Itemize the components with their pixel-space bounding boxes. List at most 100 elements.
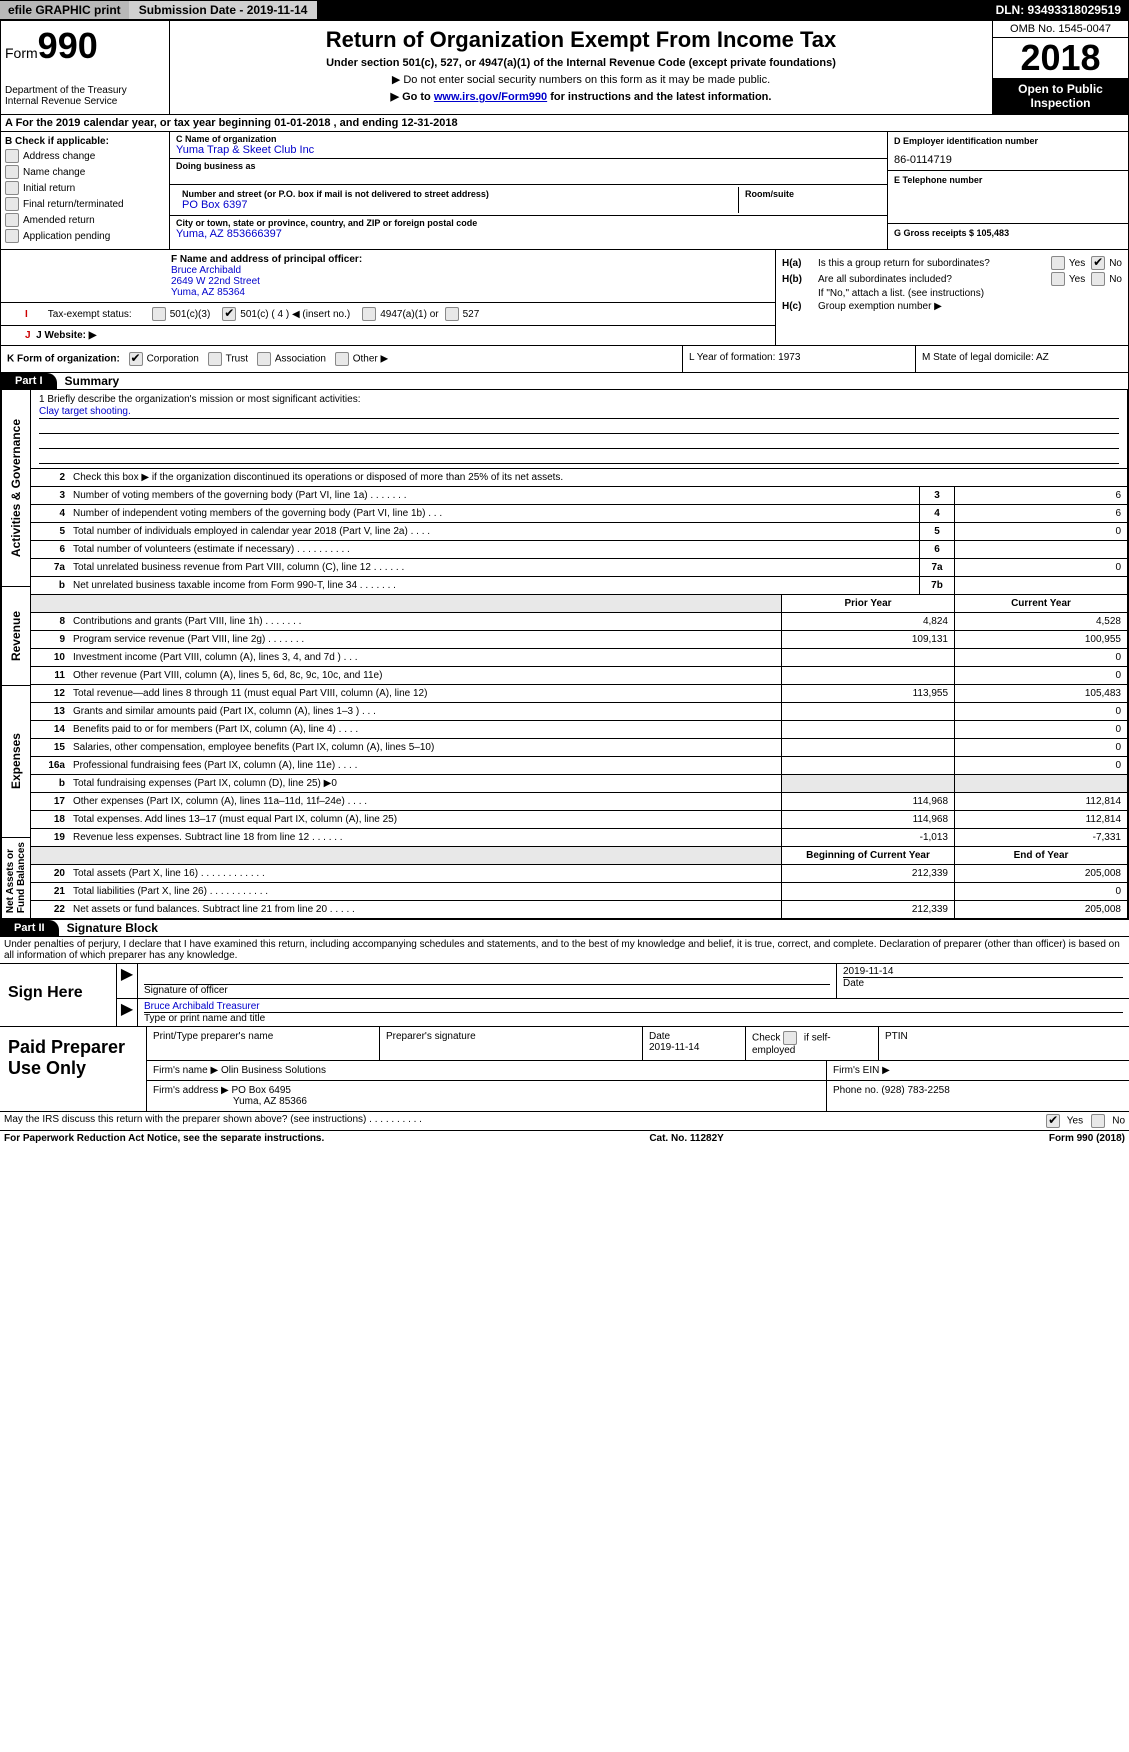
main-body: 1 Briefly describe the organization's mi… (31, 390, 1127, 918)
col-m: M State of legal domicile: AZ (916, 346, 1128, 372)
omb-number: OMB No. 1545-0047 (993, 21, 1128, 38)
sign-date: 2019-11-14 (843, 966, 1123, 978)
b-title: B Check if applicable: (5, 136, 165, 147)
efile-label: efile GRAPHIC print (0, 1, 129, 19)
header-sub2: ▶ Do not enter social security numbers o… (176, 73, 986, 86)
check-corp[interactable] (129, 352, 143, 366)
tab-governance: Activities & Governance (9, 419, 23, 557)
part1-title: Summary (65, 374, 120, 388)
b-address: Address change (23, 151, 95, 162)
check-527[interactable] (445, 307, 459, 321)
mission: Clay target shooting. (39, 405, 1119, 419)
check-initial[interactable] (5, 181, 19, 195)
check-self-emp[interactable] (783, 1031, 797, 1045)
footer-mid: Cat. No. 11282Y (649, 1133, 723, 1144)
tab-revenue: Revenue (9, 611, 23, 661)
header-sub1: Under section 501(c), 527, or 4947(a)(1)… (176, 57, 986, 69)
form-number: 990 (38, 25, 98, 66)
col-b: B Check if applicable: Address change Na… (1, 132, 170, 249)
row-a: A For the 2019 calendar year, or tax yea… (0, 115, 1129, 132)
discuss-row: May the IRS discuss this return with the… (0, 1112, 1129, 1131)
check-501c[interactable] (222, 307, 236, 321)
opt-501c3: 501(c)(3) (170, 309, 211, 320)
city: Yuma, AZ 853666397 (176, 228, 881, 240)
prep-h5: PTIN (879, 1027, 1129, 1060)
hb-yes[interactable] (1051, 272, 1065, 286)
check-trust[interactable] (208, 352, 222, 366)
header-center: Return of Organization Exempt From Incom… (170, 21, 992, 114)
hb-note: If "No," attach a list. (see instruction… (818, 288, 1122, 299)
sign-here: Sign Here (0, 964, 116, 1026)
eoy-header: End of Year (954, 847, 1127, 864)
officer-name: Bruce Archibald (171, 265, 241, 276)
check-501c3[interactable] (152, 307, 166, 321)
ein-label: D Employer identification number (894, 136, 1122, 146)
top-bar: efile GRAPHIC print Submission Date - 20… (0, 0, 1129, 20)
check-name[interactable] (5, 165, 19, 179)
col-f: F Name and address of principal officer:… (1, 250, 776, 345)
ein: 86-0114719 (894, 154, 1122, 166)
col-h: H(a) Is this a group return for subordin… (776, 250, 1128, 345)
j-label: J Website: ▶ (36, 330, 96, 341)
form-title: Return of Organization Exempt From Incom… (176, 27, 986, 53)
name-label: Type or print name and title (144, 1013, 1123, 1024)
k-corp: Corporation (147, 354, 199, 365)
ha-yes[interactable] (1051, 256, 1065, 270)
b-name: Name change (23, 167, 85, 178)
section-fh: F Name and address of principal officer:… (0, 250, 1129, 346)
footer-left: For Paperwork Reduction Act Notice, see … (4, 1133, 324, 1144)
i-label: Tax-exempt status: (48, 309, 132, 320)
prep-firm: Firm's name ▶ Olin Business Solutions (147, 1061, 827, 1080)
prep-h2: Preparer's signature (380, 1027, 643, 1060)
check-4947[interactable] (362, 307, 376, 321)
check-address[interactable] (5, 149, 19, 163)
footer: For Paperwork Reduction Act Notice, see … (0, 1131, 1129, 1146)
gross-label: G Gross receipts $ 105,483 (894, 228, 1122, 238)
form-word: Form (5, 45, 38, 61)
k-assoc: Association (275, 354, 326, 365)
side-tabs: Activities & Governance Revenue Expenses… (2, 390, 31, 918)
sub3a: ▶ Go to (391, 91, 434, 103)
prep-h4a: Check (752, 1033, 780, 1044)
discuss-yes[interactable] (1046, 1114, 1060, 1128)
header-right: OMB No. 1545-0047 2018 Open to Public In… (992, 21, 1128, 114)
prep-addr2: Yuma, AZ 85366 (233, 1096, 307, 1107)
form-header: Form990 Department of the Treasury Inter… (0, 20, 1129, 115)
check-final[interactable] (5, 197, 19, 211)
k-label: K Form of organization: (7, 354, 120, 365)
sub3b: for instructions and the latest informat… (547, 91, 771, 103)
ha-q: Is this a group return for subordinates? (818, 258, 1051, 269)
k-other: Other ▶ (353, 354, 388, 365)
opt-4947: 4947(a)(1) or (380, 309, 438, 320)
k-trust: Trust (226, 354, 248, 365)
part2-tag: Part II (0, 920, 59, 936)
check-other[interactable] (335, 352, 349, 366)
tax-year: 2018 (993, 38, 1128, 78)
header-sub3: ▶ Go to www.irs.gov/Form990 for instruct… (176, 90, 986, 103)
prep-ein: Firm's EIN ▶ (827, 1061, 1129, 1080)
c-dba-label: Doing business as (176, 161, 881, 171)
tab-net: Net Assets orFund Balances (5, 842, 27, 913)
c-city-label: City or town, state or province, country… (176, 218, 881, 228)
boc-header: Beginning of Current Year (781, 847, 954, 864)
col-l: L Year of formation: 1973 (683, 346, 916, 372)
col-c: C Name of organization Yuma Trap & Skeet… (170, 132, 887, 249)
opt-501c: 501(c) ( 4 ) ◀ (insert no.) (240, 309, 350, 320)
check-pending[interactable] (5, 229, 19, 243)
cy-header: Current Year (954, 595, 1127, 612)
ha-no[interactable] (1091, 256, 1105, 270)
check-assoc[interactable] (257, 352, 271, 366)
irs-link[interactable]: www.irs.gov/Form990 (434, 91, 547, 103)
officer-sign-name: Bruce Archibald Treasurer (144, 1001, 1123, 1013)
hb-no[interactable] (1091, 272, 1105, 286)
footer-right: Form 990 (2018) (1049, 1133, 1125, 1144)
dept-treasury: Department of the Treasury Internal Reve… (5, 85, 165, 107)
c-street-label: Number and street (or P.O. box if mail i… (182, 189, 732, 199)
discuss-no[interactable] (1091, 1114, 1105, 1128)
c-room-label: Room/suite (745, 189, 875, 199)
hc-q: Group exemption number ▶ (818, 301, 1122, 312)
prep-label: Paid Preparer Use Only (0, 1027, 146, 1111)
org-name: Yuma Trap & Skeet Club Inc (176, 144, 881, 156)
check-amended[interactable] (5, 213, 19, 227)
header-left: Form990 Department of the Treasury Inter… (1, 21, 170, 114)
